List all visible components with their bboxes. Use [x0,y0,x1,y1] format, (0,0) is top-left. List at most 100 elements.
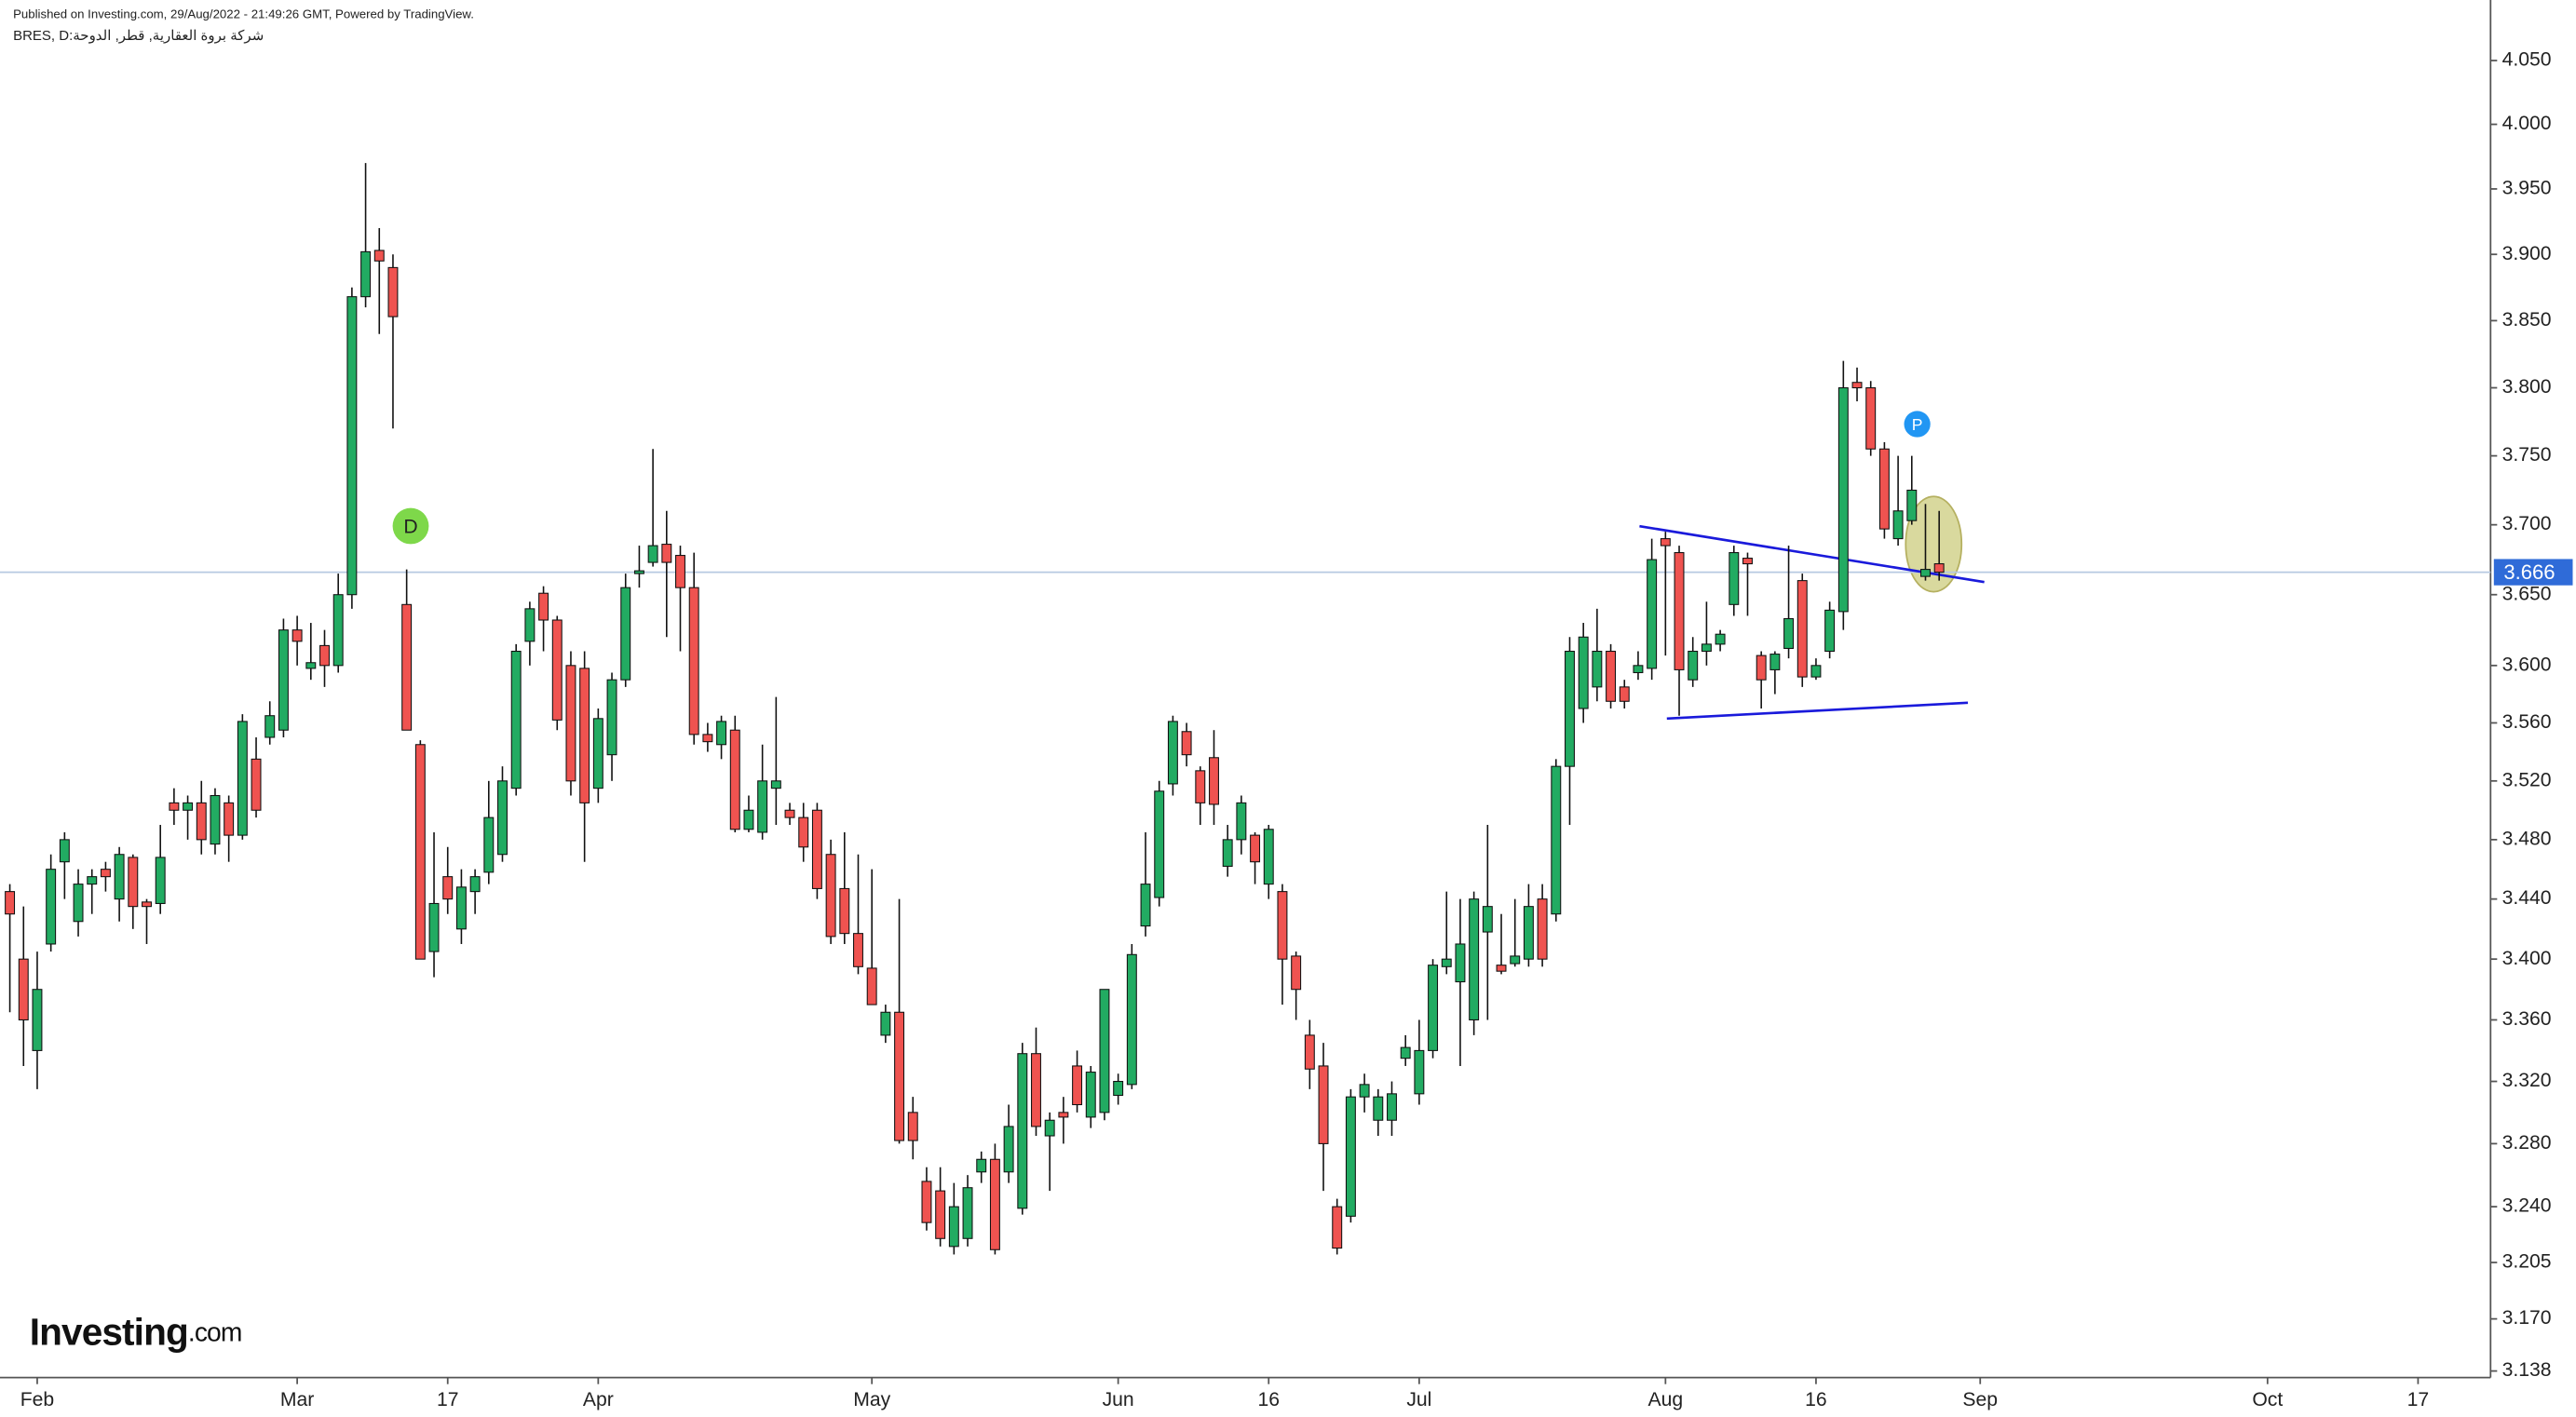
y-tick-label: 3.280 [2502,1132,2552,1154]
candle-body [620,587,631,681]
candle-body [237,721,248,836]
candle-body [1277,891,1288,960]
candle-body [469,876,481,893]
candle-body [1469,898,1480,1020]
y-tick-label: 4.050 [2502,49,2552,71]
candle-body [1140,884,1151,927]
candle-body [976,1158,987,1173]
marks: 4.050 4.000 3.950 3.900 3.850 3.800 3.750 3.700… [0,49,2552,1410]
x-tick-label: 16 [1805,1389,1827,1410]
candle-body [894,1011,905,1141]
y-tick-label: 3.650 [2502,583,2552,604]
candle-body [1195,770,1206,803]
candle-body [32,989,43,1051]
candle-body [1796,580,1808,678]
candle-body [907,1112,918,1141]
candle-body [784,809,795,818]
candle-body [73,884,84,923]
candle-body [183,802,194,811]
y-tick-label: 3.520 [2502,769,2552,790]
candle-body [1537,898,1548,960]
candle-body [1428,965,1439,1051]
candle-body [428,902,440,952]
candle-body [688,587,699,735]
candle-body [155,857,166,904]
x-tick-label: 17 [2407,1389,2430,1410]
candle-body [291,629,303,642]
y-tick-label: 4.000 [2502,113,2552,134]
candle-body [1701,643,1712,653]
candle-body [1674,552,1685,670]
y-tick-label: 3.240 [2502,1195,2552,1217]
candle-body [1441,958,1452,967]
y-tick-label: 3.750 [2502,444,2552,466]
y-tick-label: 3.400 [2502,948,2552,969]
marker-p [1904,411,1931,438]
candle-body [702,734,713,743]
candle-body [1332,1206,1343,1249]
candle-body [1085,1072,1096,1118]
y-tick-label: 3.205 [2502,1251,2552,1273]
candle-body [1933,563,1945,574]
candle-body [770,780,781,789]
price-label-box [2493,559,2573,586]
candle-body [1400,1046,1411,1059]
candle-body [196,802,207,841]
candle-body [880,1011,891,1036]
candle-body [1783,617,1795,649]
candle-body [46,869,57,945]
x-tick-label: 16 [1257,1389,1280,1410]
candle-body [1222,839,1233,868]
candle-body [1523,906,1534,960]
candle-body [1729,552,1740,605]
x-tick-label: Feb [20,1389,54,1410]
candle-body [757,780,768,833]
candle-body [1236,802,1247,841]
candle-body [360,250,372,298]
y-tick-label: 3.700 [2502,513,2552,534]
candle-body [332,594,344,667]
candle-body [716,721,727,746]
candle-body [661,544,672,563]
candle-body [1072,1065,1083,1106]
candle-body [1003,1126,1014,1173]
marker-d-label: D [403,516,417,537]
candle-body [1769,654,1781,670]
candle-body [1824,609,1836,653]
candle-body [224,802,235,836]
candle-body [1837,386,1849,613]
logo-brand: Investing [30,1310,188,1353]
candle-body [1647,559,1658,669]
candle-body [142,901,152,908]
x-tick-label: Jun [1103,1389,1134,1410]
x-tick-label: Mar [280,1389,314,1410]
symbol-title: شركة بروة العقارية, قطر, الدوحة:BRES, D [13,28,264,44]
candle-body [1154,790,1165,898]
candle-body [387,266,399,317]
candle-body [579,668,590,803]
trendline [1666,701,1969,721]
candle-body [798,816,809,848]
candle-body [1892,510,1904,540]
candle-body [1359,1084,1370,1098]
y-tick-label: 3.360 [2502,1008,2552,1030]
y-tick-label: 3.560 [2502,711,2552,733]
marker-d [392,507,429,545]
candle-body [839,887,850,935]
candle-body [1318,1065,1329,1144]
candle-body [1496,965,1507,972]
candle-body [1920,569,1931,577]
candle-body [1209,757,1219,805]
candle-body [5,891,16,915]
candle-body [1387,1093,1397,1121]
candle-body [169,802,180,811]
candle-body [1031,1053,1041,1127]
x-tick-label: 17 [437,1389,459,1410]
candle-body [414,744,426,960]
candle-body [1742,558,1753,565]
y-tick-label: 3.440 [2502,887,2552,909]
candle-body [1304,1034,1315,1070]
